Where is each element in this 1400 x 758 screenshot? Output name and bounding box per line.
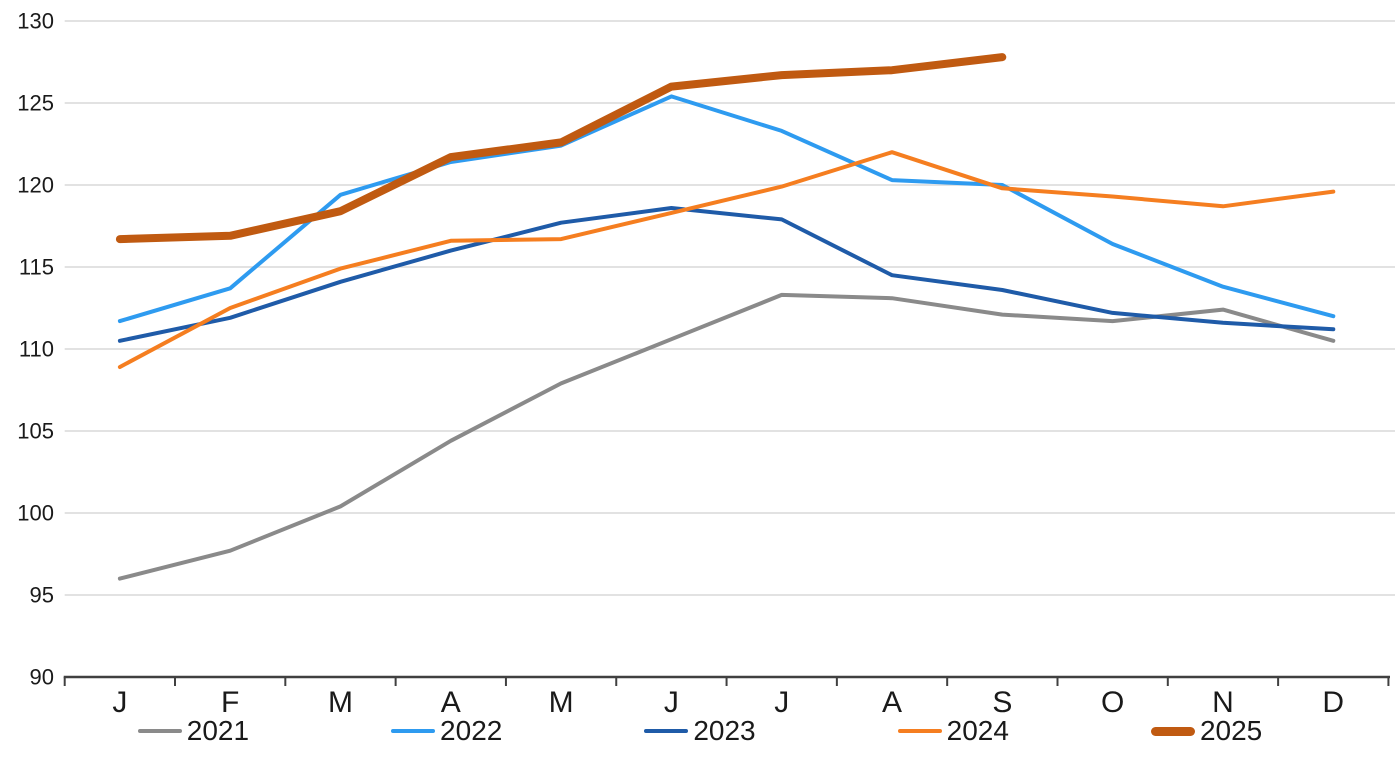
x-axis-month-label: J: [664, 686, 679, 719]
legend-item-2025: 2025: [1150, 715, 1263, 746]
x-axis-month-label: D: [1322, 686, 1344, 719]
series-line-2024: [117, 150, 1336, 369]
y-axis-tick-label: 120: [17, 173, 54, 198]
y-axis-tick-label: 130: [17, 9, 54, 34]
legend-label: 2024: [946, 715, 1009, 746]
legend-label: 2022: [440, 715, 503, 746]
y-axis-tick-label: 110: [19, 337, 54, 362]
x-axis-month-label: F: [221, 686, 239, 719]
x-axis-month-label: J: [774, 686, 789, 719]
y-axis-tick-label: 90: [30, 665, 54, 690]
x-axis-month-label: A: [441, 686, 461, 719]
x-axis-month-label: N: [1212, 686, 1234, 719]
legend-label: 2021: [186, 715, 250, 746]
y-axis-tick-label: 105: [17, 419, 54, 444]
x-axis-month-label: S: [992, 686, 1012, 719]
x-axis-month-label: M: [549, 686, 574, 719]
x-axis-month-label: O: [1101, 686, 1124, 719]
legend-label: 2023: [693, 715, 756, 746]
y-axis-tick-label: 115: [19, 255, 54, 280]
y-axis-tick-label: 95: [30, 583, 54, 608]
series-line-2021: [117, 292, 1336, 581]
legend-item-2022: 2022: [391, 717, 502, 745]
series-line-2025: [115, 53, 1007, 244]
legend-swatch-2021: [137, 729, 182, 733]
legend-swatch-2024: [897, 729, 942, 733]
legend-swatch-2022: [391, 729, 436, 733]
legend-item-2023: 2023: [644, 715, 756, 746]
legend-item-2021: 2021: [137, 715, 250, 746]
series-line-2022: [117, 94, 1336, 324]
legend-label: 2025: [1199, 715, 1263, 746]
legend-swatch-2025: [1150, 726, 1195, 736]
x-axis-month-label: M: [328, 686, 353, 719]
series-line-2023: [117, 206, 1336, 343]
legend-item-2024: 2024: [897, 715, 1009, 746]
x-axis-month-label: J: [112, 686, 127, 719]
chart-legend: 2021 2022 2023 2024 2025: [0, 717, 1400, 745]
y-axis-tick-label: 125: [17, 91, 54, 116]
legend-swatch-2023: [644, 729, 689, 733]
x-axis-month-label: A: [882, 686, 902, 719]
y-axis-tick-label: 100: [17, 501, 54, 526]
